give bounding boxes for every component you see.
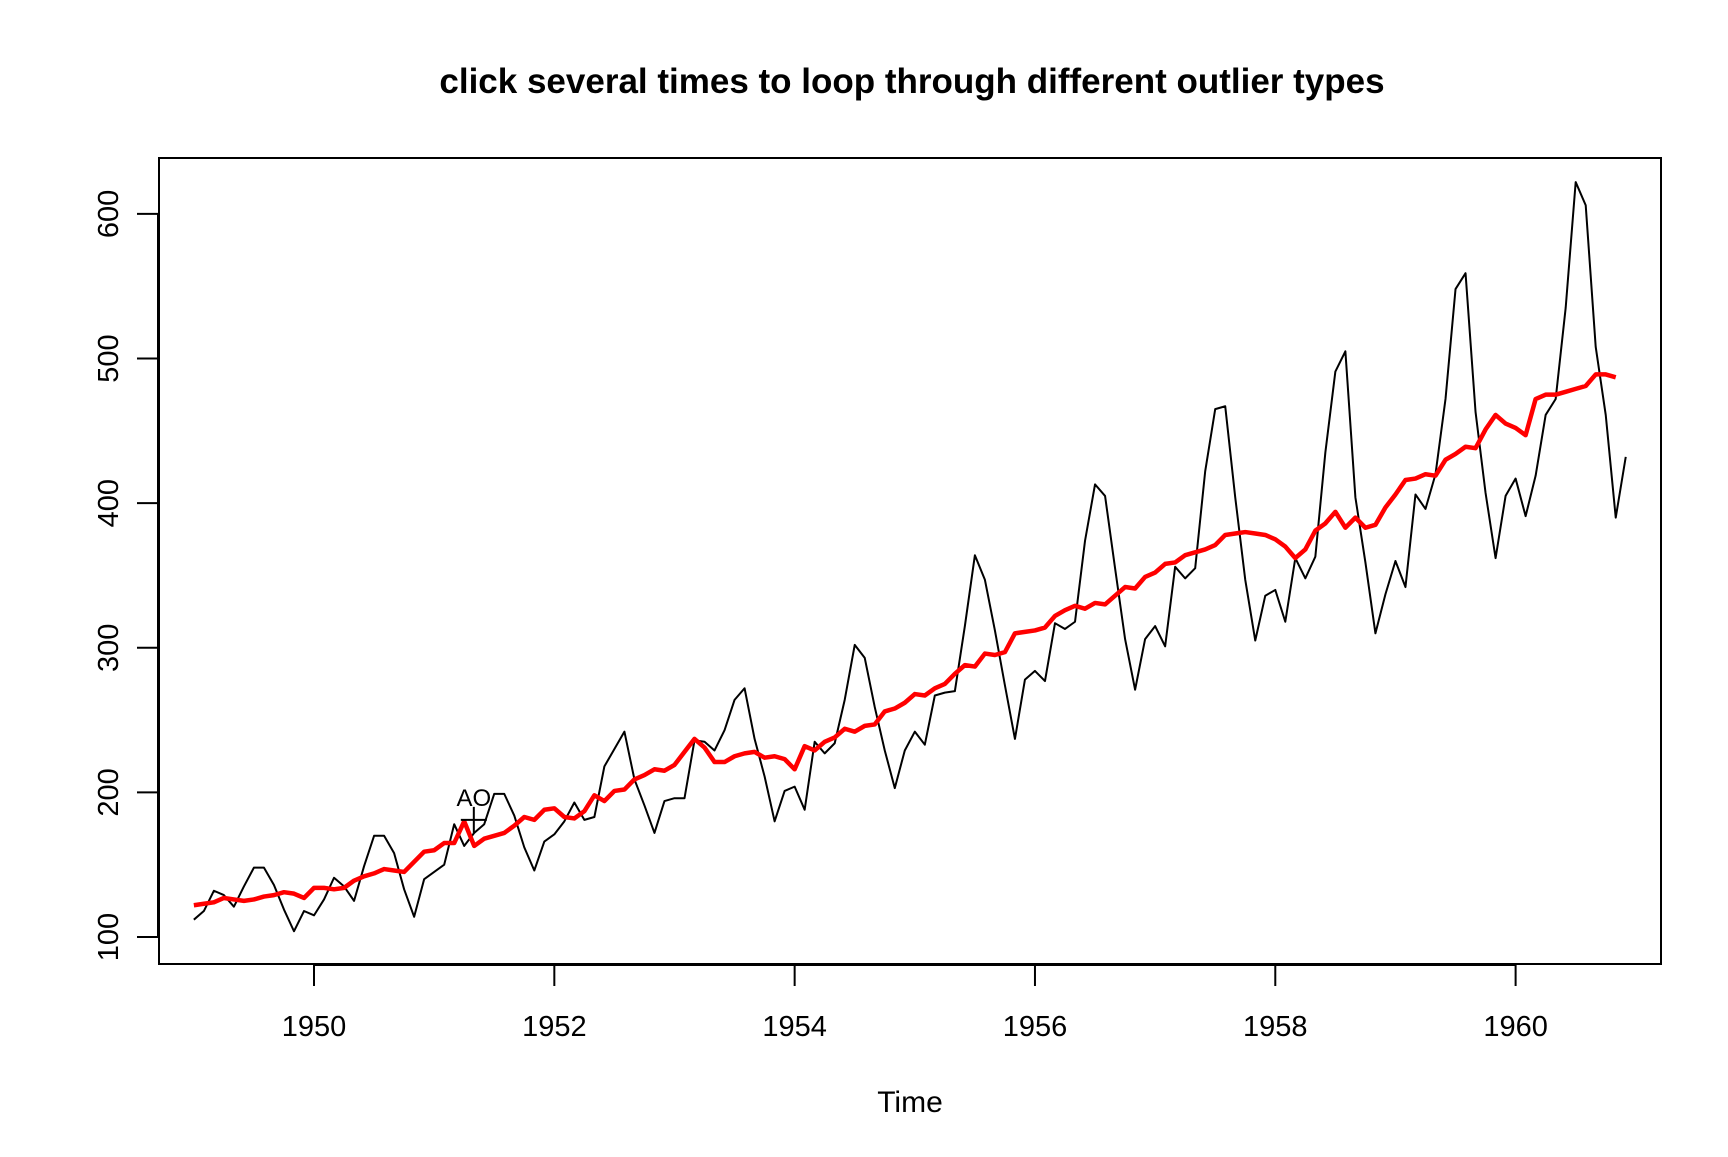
chart-title: click several times to loop through diff… [439, 62, 1384, 101]
series-layer [193, 181, 1627, 933]
x-tick-label: 1960 [1483, 1011, 1548, 1043]
outlier-label: AO [456, 785, 491, 812]
y-tick-label: 200 [93, 768, 125, 816]
adjusted-series-line [193, 372, 1617, 908]
y-tick-label: 300 [93, 624, 125, 672]
y-tick-label: 600 [93, 190, 125, 238]
x-axis-label: Time [877, 1086, 943, 1119]
annotation-layer: AO [456, 785, 491, 833]
x-axis: 1950 1952 1954 1956 1958 1960 [282, 964, 1548, 1043]
x-tick-label: 1954 [762, 1011, 827, 1043]
plot-frame [158, 157, 1662, 965]
y-axis: 100 200 300 400 500 600 [93, 190, 159, 961]
y-tick-label: 500 [93, 334, 125, 382]
observed-series-line [193, 181, 1627, 933]
y-tick-label: 100 [93, 913, 125, 961]
x-tick-label: 1950 [282, 1011, 347, 1043]
outlier-marker: AO [456, 785, 491, 833]
y-tick-label: 400 [93, 479, 125, 527]
x-tick-label: 1958 [1243, 1011, 1308, 1043]
x-tick-label: 1952 [522, 1011, 587, 1043]
x-tick-label: 1956 [1003, 1011, 1068, 1043]
